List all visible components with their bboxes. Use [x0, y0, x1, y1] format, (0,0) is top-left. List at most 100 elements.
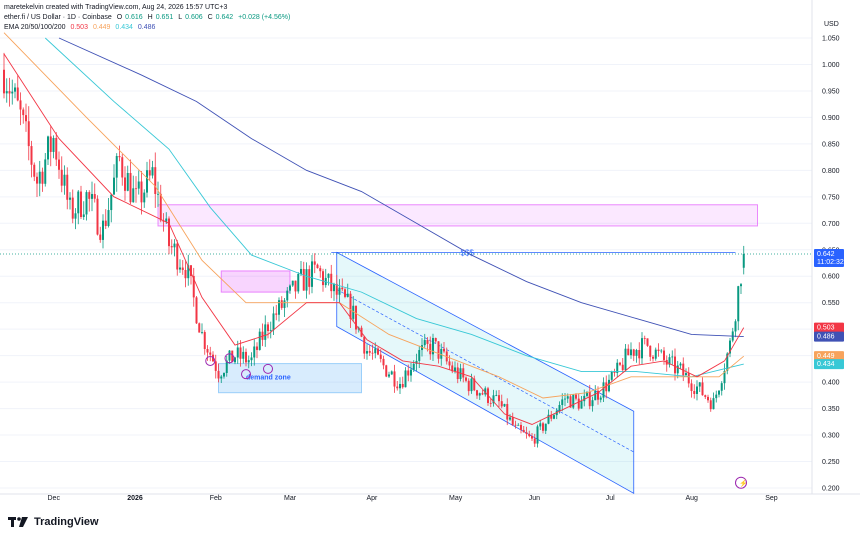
candle-body	[533, 438, 536, 444]
candle-body	[333, 283, 335, 292]
supply-zone	[157, 204, 758, 227]
x-tick-label: Jul	[606, 495, 615, 502]
candle-body	[264, 324, 267, 340]
symbol-title[interactable]: ether.fi / US Dollar · 1D · Coinbase	[4, 14, 112, 21]
close-value: 0.642	[215, 14, 234, 21]
candle-body	[456, 367, 459, 380]
close-price-tag-bg	[814, 249, 844, 267]
candle-body	[363, 336, 366, 354]
candle-body	[514, 424, 517, 426]
candle-body	[126, 172, 129, 191]
candle-body	[580, 401, 583, 409]
candle-body	[214, 361, 217, 371]
candle-body	[82, 214, 85, 218]
ema-label[interactable]: EMA 20/50/100/200	[4, 24, 66, 31]
candle-body	[443, 348, 445, 352]
candle-body	[569, 396, 572, 408]
candle-body	[16, 87, 19, 101]
candle-body	[561, 399, 564, 405]
close-price-tag-text: 0.642	[817, 251, 835, 258]
candle-body	[638, 350, 641, 359]
candle-body	[498, 395, 500, 402]
y-tick-label: 0.900	[822, 115, 840, 122]
candle-body	[723, 370, 726, 384]
candle-body	[602, 382, 605, 398]
candle-body	[437, 341, 440, 359]
ohlc-legend: ether.fi / US Dollar · 1D · Coinbase O 0.…	[4, 13, 293, 22]
candle-body	[663, 350, 665, 360]
candle-body	[176, 243, 179, 270]
ema50-price-tag-text: 0.449	[817, 353, 835, 360]
candle-body	[74, 213, 77, 219]
ema100-line	[44, 37, 744, 378]
ema200-price-tag-bg	[814, 331, 844, 342]
candle-body	[506, 404, 509, 420]
candle-body	[685, 373, 687, 376]
candle-body	[220, 376, 223, 379]
candle-body	[338, 287, 341, 295]
candle-body	[715, 394, 718, 399]
candle-body	[132, 188, 135, 203]
candle-body	[385, 365, 388, 377]
y-tick-label: 0.250	[822, 459, 840, 466]
candle-body	[448, 361, 451, 366]
candle-body	[154, 167, 157, 195]
swing-low-marker-3[interactable]	[241, 369, 251, 380]
candle-body	[322, 271, 324, 286]
ema20-value: 0.503	[70, 24, 88, 31]
ema20-line	[3, 53, 745, 425]
candle-body	[71, 197, 74, 219]
candle-body	[407, 370, 410, 376]
candle-body	[390, 371, 393, 375]
candle-body	[423, 340, 426, 346]
y-tick-label: 0.400	[822, 380, 840, 387]
candle-body	[682, 363, 685, 376]
alert-icon[interactable]	[735, 476, 747, 489]
high-value: 0.651	[155, 14, 174, 21]
y-tick-label: 1.000	[822, 62, 840, 69]
candle-body	[718, 390, 720, 395]
swing-low-marker-4[interactable]	[263, 363, 273, 374]
candle-body	[454, 367, 456, 372]
candle-body	[190, 265, 192, 276]
candle-body	[22, 109, 25, 116]
candle-body	[734, 321, 737, 332]
candle-body	[520, 424, 522, 430]
candle-body	[462, 368, 465, 378]
candle-body	[566, 396, 569, 399]
candle-body	[517, 424, 520, 426]
candle-body	[80, 191, 82, 218]
candle-body	[27, 121, 30, 147]
y-tick-label: 1.050	[822, 36, 840, 43]
ema20-price-tag-text: 0.503	[817, 325, 835, 332]
candle-body	[619, 362, 621, 365]
candle-body	[374, 348, 377, 354]
h-label: H	[147, 14, 153, 21]
candle-body	[377, 348, 379, 355]
candle-body	[547, 414, 550, 424]
candle-body	[720, 383, 723, 391]
candle-body	[52, 137, 55, 152]
candle-body	[597, 390, 599, 400]
candle-body	[489, 402, 492, 404]
candle-body	[3, 69, 5, 94]
swing-low-marker-1[interactable]	[205, 355, 216, 366]
swing-low-marker-2[interactable]	[224, 353, 235, 364]
candle-body	[102, 220, 104, 240]
candle-body	[371, 352, 374, 354]
candle-body	[146, 170, 148, 193]
candle-body	[712, 398, 715, 410]
candle-body	[124, 177, 126, 191]
x-tick-label: Jun	[529, 495, 540, 502]
candle-body	[115, 156, 118, 178]
candle-body	[630, 349, 632, 356]
candle-body	[137, 181, 140, 189]
candle-body	[451, 365, 454, 372]
open-value: 0.616	[125, 14, 143, 21]
candle-body	[297, 274, 300, 292]
candle-body	[88, 192, 91, 199]
x-tick-label: Apr	[367, 495, 379, 502]
candle-body	[151, 167, 154, 176]
candle-body	[646, 338, 649, 346]
